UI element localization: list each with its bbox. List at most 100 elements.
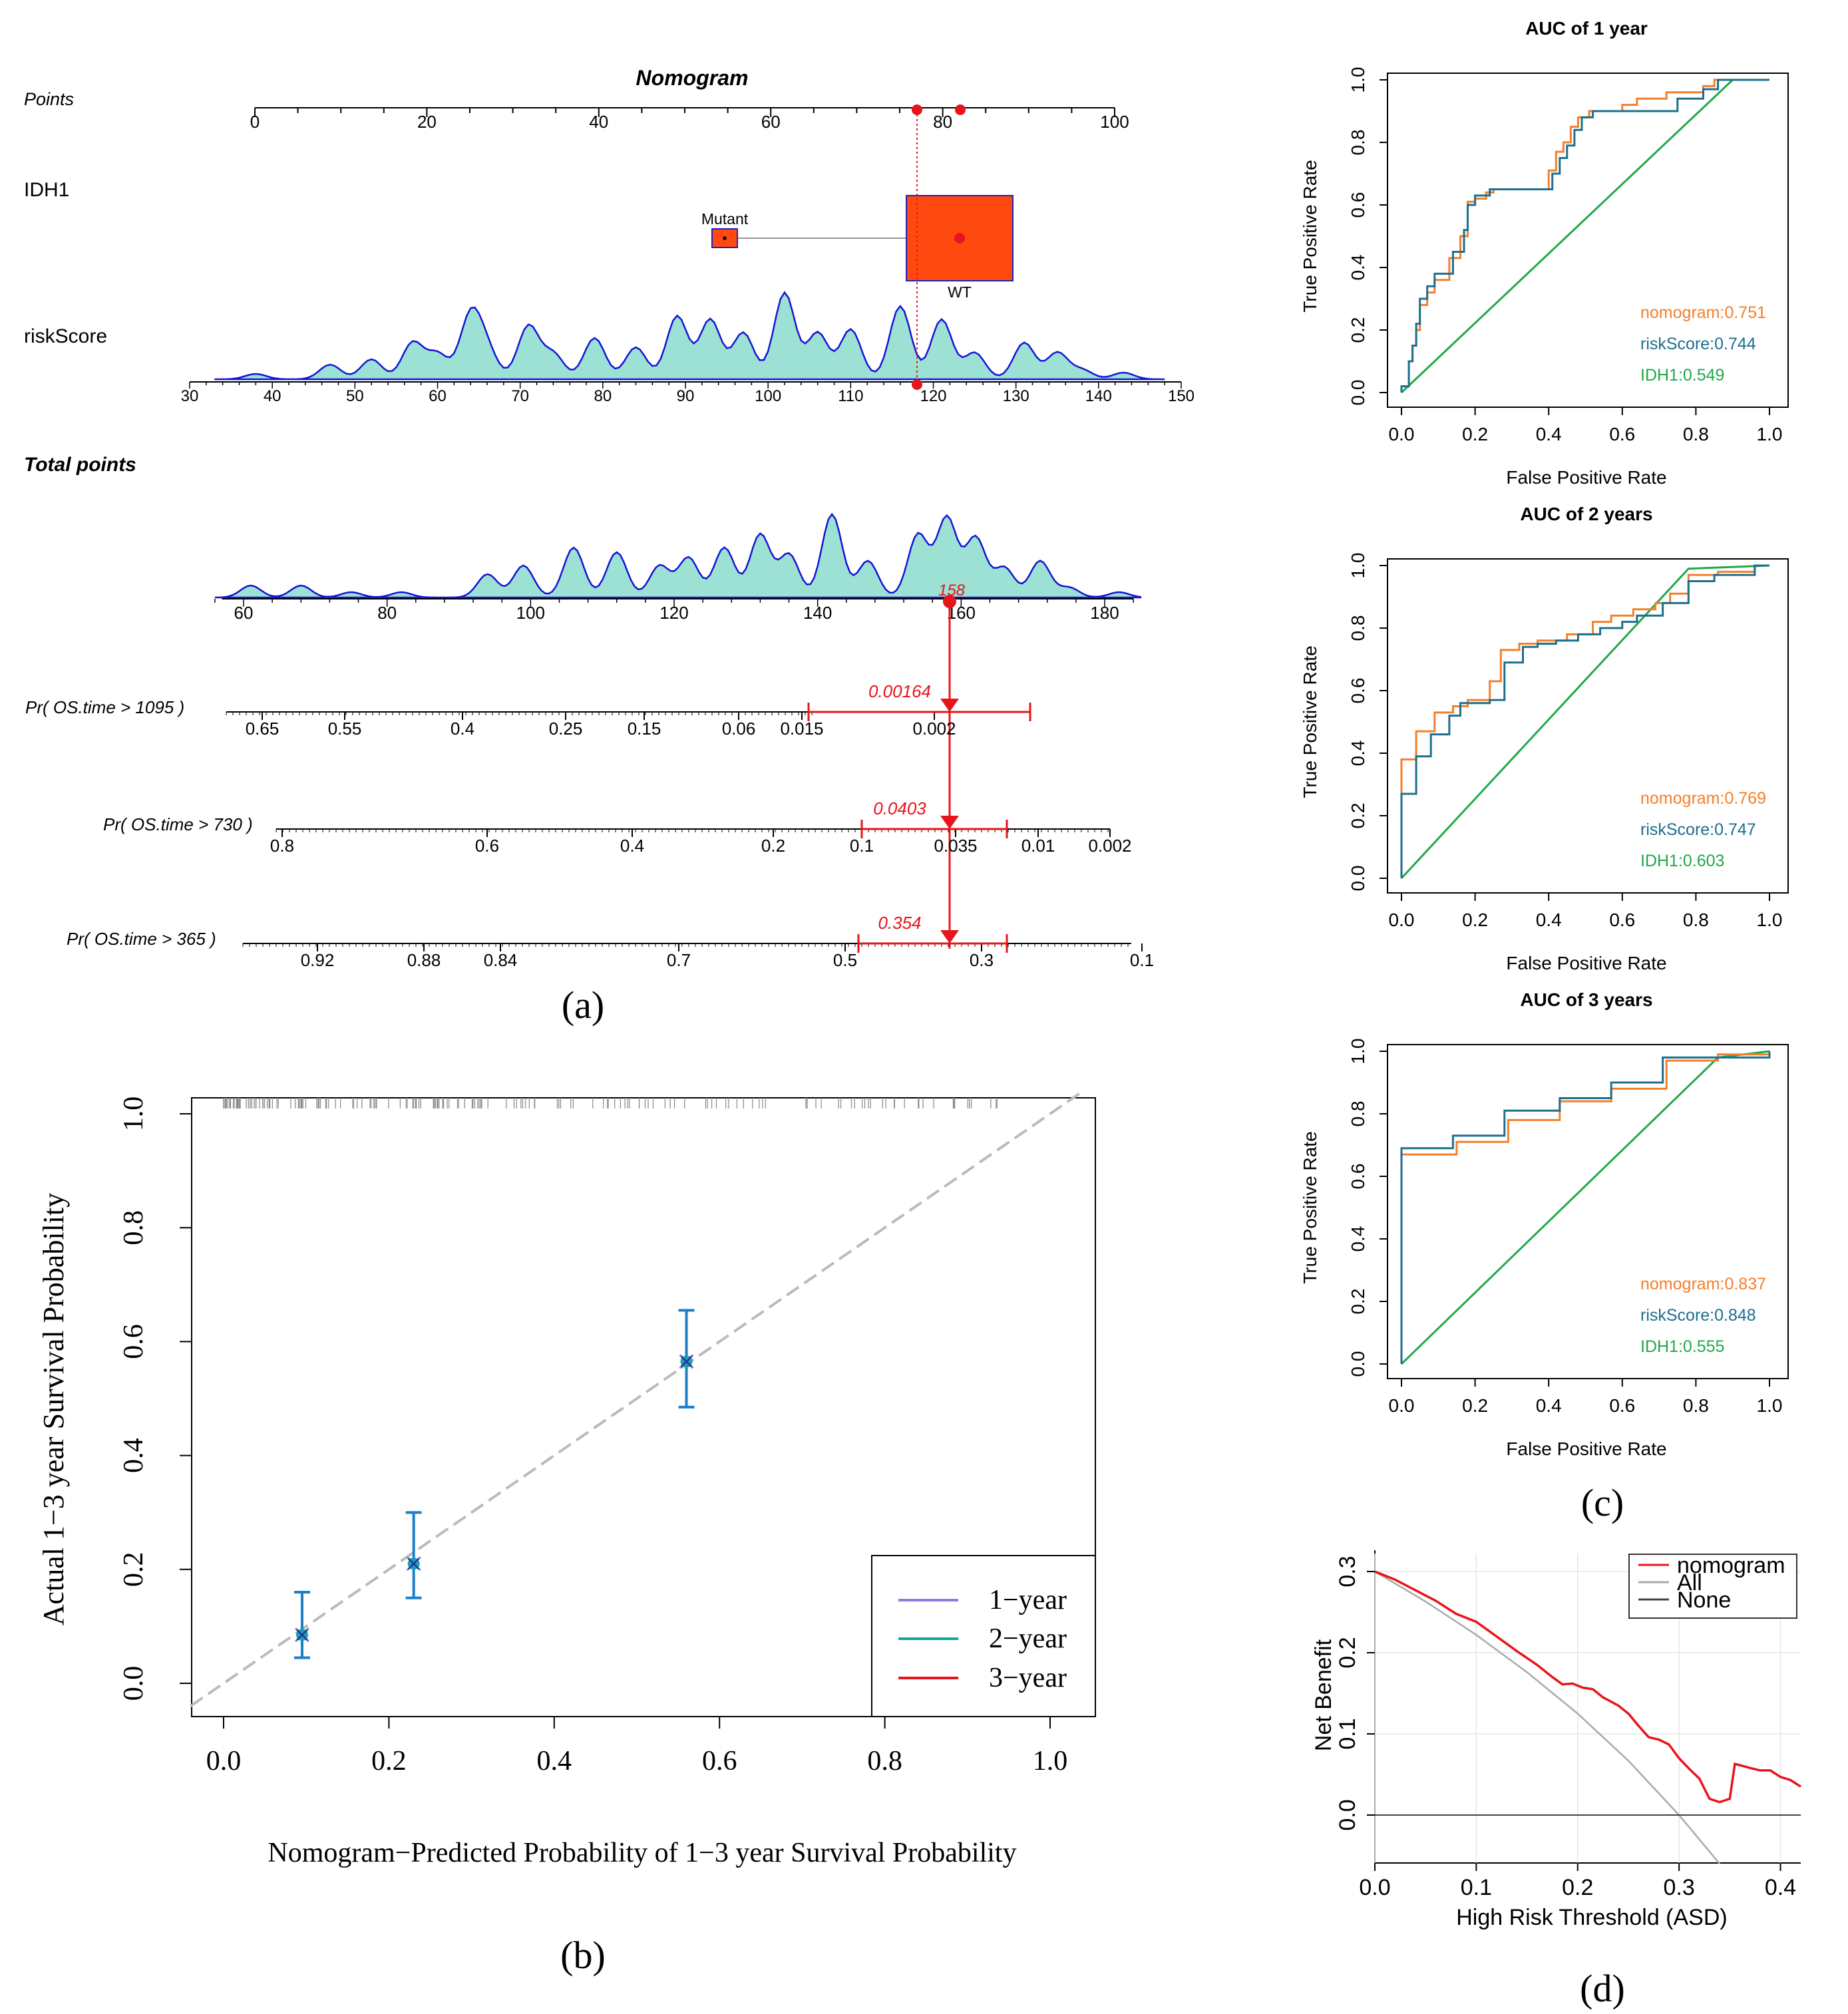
panel-label-c: (c) <box>1581 1481 1624 1524</box>
dca-x-tick-label: 0.3 <box>1664 1875 1695 1900</box>
legend-3-year: 3−year <box>989 1663 1067 1693</box>
riskscore-tick-label: 100 <box>755 387 781 405</box>
ideal-line <box>190 1090 1084 1707</box>
dca-nomogram-line <box>1374 1570 1801 1804</box>
total-tick-label: 140 <box>803 603 832 623</box>
roc-auc-label: riskScore:0.744 <box>1640 335 1756 353</box>
roc-y-tick-label: 0.0 <box>1348 1351 1368 1377</box>
survival-axis-label: Pr( OS.time > 730 ) <box>103 814 253 834</box>
roc-y-tick-label: 0.6 <box>1348 678 1368 704</box>
cal-y-tick-label: 0.6 <box>118 1324 149 1359</box>
roc-title: AUC of 2 years <box>1520 504 1652 524</box>
wt-label: WT <box>948 283 972 301</box>
roc-auc-label: riskScore:0.848 <box>1640 1306 1756 1325</box>
riskscore-tick-label: 70 <box>511 387 529 405</box>
panel-label-a: (a) <box>562 983 604 1027</box>
survival-tick-label: 0.3 <box>970 950 994 970</box>
roc-y-tick-label: 0.0 <box>1348 866 1368 892</box>
roc-auc-label: IDH1:0.555 <box>1640 1337 1724 1356</box>
survival-arrow <box>940 930 959 943</box>
roc-y-tick-label: 0.2 <box>1348 1289 1368 1315</box>
cal-y-tick-label: 0.4 <box>118 1438 149 1473</box>
survival-tick-label: 0.15 <box>628 719 661 739</box>
nomogram-panel: Nomogram Points IDH1 riskScore Total poi… <box>24 66 1195 970</box>
total-points-axis: 60 80 100 120 140 160 180 <box>214 598 1134 623</box>
roc-title: AUC of 1 year <box>1525 18 1648 39</box>
roc-y-tick-label: 0.8 <box>1348 130 1368 156</box>
roc-x-tick-label: 0.8 <box>1683 1395 1709 1416</box>
roc-x-tick-label: 1.0 <box>1757 424 1783 444</box>
survival-tick-label: 0.6 <box>475 836 499 856</box>
roc-x-tick-label: 0.2 <box>1462 1395 1488 1416</box>
roc-auc-label: riskScore:0.747 <box>1640 820 1756 839</box>
roc-frame <box>1387 1044 1789 1379</box>
calibration-xlabel: Nomogram−Predicted Probability of 1−3 ye… <box>268 1838 1016 1868</box>
survival-tick-label: 0.8 <box>270 836 294 856</box>
roc-curve-riskscore <box>1400 564 1769 878</box>
riskscore-tick-label: 60 <box>429 387 447 405</box>
wt-dot <box>954 233 965 244</box>
cal-y-tick-label: 1.0 <box>118 1096 149 1132</box>
riskscore-tick-label: 50 <box>346 387 364 405</box>
total-tick-label: 60 <box>234 603 254 623</box>
panel-label-d: (d) <box>1580 1967 1625 2010</box>
roc-x-tick-label: 0.4 <box>1536 424 1562 444</box>
riskscore-tick-label: 30 <box>181 387 199 405</box>
points-tick-label: 80 <box>933 112 952 132</box>
survival-tick-label: 0.4 <box>451 719 474 739</box>
roc-x-tick-label: 0.0 <box>1389 424 1415 444</box>
survival-tick-label: 0.015 <box>780 719 823 739</box>
dca-all-line <box>1374 1570 1721 1864</box>
roc-ylabel: True Positive Rate <box>1300 1131 1320 1283</box>
roc-y-tick-label: 1.0 <box>1348 1039 1368 1065</box>
roc-x-tick-label: 0.0 <box>1389 910 1415 930</box>
riskscore-label: riskScore <box>24 325 107 347</box>
riskscore-tick-label: 130 <box>1003 387 1029 405</box>
cal-point-x <box>296 1629 308 1641</box>
riskscore-tick-label: 90 <box>677 387 695 405</box>
mutant-label: Mutant <box>701 210 749 228</box>
survival-tick-label: 0.5 <box>833 950 857 970</box>
cal-x-tick-label: 0.8 <box>867 1746 902 1776</box>
calibration-legend <box>871 1555 1096 1717</box>
total-points-density <box>214 512 1142 599</box>
mutant-dot <box>723 236 727 240</box>
cal-y-tick-label: 0.8 <box>118 1210 149 1246</box>
calibration-panel: 0.0 0.0 0.2 0.2 0.4 0.4 0.6 0.6 0.8 0.8 1.0 1.0 Nom… <box>37 1090 1096 1868</box>
calibration-axes: 0.0 0.0 0.2 0.2 0.4 0.4 0.6 0.6 0.8 0.8 1.0 1.0 <box>118 1096 1067 1776</box>
cal-y-tick-label: 0.2 <box>118 1552 149 1588</box>
roc-curve-riskscore <box>1400 79 1769 393</box>
survival-tick-label: 0.2 <box>761 836 785 856</box>
roc-panel: AUC of 2 years 0.0 0.0 0.2 0.2 0.4 0.4 0.6 0.6 0.… <box>1300 504 1789 973</box>
roc-y-tick-label: 1.0 <box>1348 67 1368 93</box>
selected-point-marker <box>955 104 966 115</box>
points-tick-label: 100 <box>1100 112 1129 132</box>
survival-tick-label: 0.7 <box>667 950 691 970</box>
dca-x-tick-label: 0.2 <box>1562 1875 1593 1900</box>
nomogram-title: Nomogram <box>636 66 749 90</box>
idh1-label: IDH1 <box>24 179 69 201</box>
riskscore-tick-label: 120 <box>920 387 946 405</box>
panel-label-b: (b) <box>560 1933 606 1977</box>
points-tick-label: 0 <box>250 112 260 132</box>
dca-ylabel: Net Benefit <box>1311 1639 1336 1751</box>
dca-y-tick-label: 0.3 <box>1335 1556 1360 1587</box>
dca-y-tick-label: 0.1 <box>1335 1718 1360 1749</box>
survival-tick-label: 0.25 <box>549 719 583 739</box>
roc-xlabel: False Positive Rate <box>1506 1438 1666 1459</box>
roc-x-tick-label: 1.0 <box>1757 1395 1783 1416</box>
cal-x-tick-label: 0.4 <box>537 1746 572 1776</box>
roc-y-tick-label: 0.2 <box>1348 317 1368 343</box>
cal-x-tick-label: 0.2 <box>371 1746 407 1776</box>
roc-y-tick-label: 0.6 <box>1348 1164 1368 1190</box>
points-label: Points <box>24 89 74 109</box>
roc-y-tick-label: 1.0 <box>1348 553 1368 579</box>
roc-y-tick-label: 0.8 <box>1348 615 1368 641</box>
roc-title: AUC of 3 years <box>1520 989 1652 1010</box>
riskscore-axis: 30 40 50 60 70 80 90 100 110 120 130 140 150 <box>181 381 1195 405</box>
roc-x-tick-label: 0.2 <box>1462 910 1488 930</box>
roc-y-tick-label: 0.4 <box>1348 741 1368 766</box>
roc-x-tick-label: 0.0 <box>1389 1395 1415 1416</box>
points-tick-label: 20 <box>417 112 437 132</box>
roc-xlabel: False Positive Rate <box>1506 467 1666 488</box>
